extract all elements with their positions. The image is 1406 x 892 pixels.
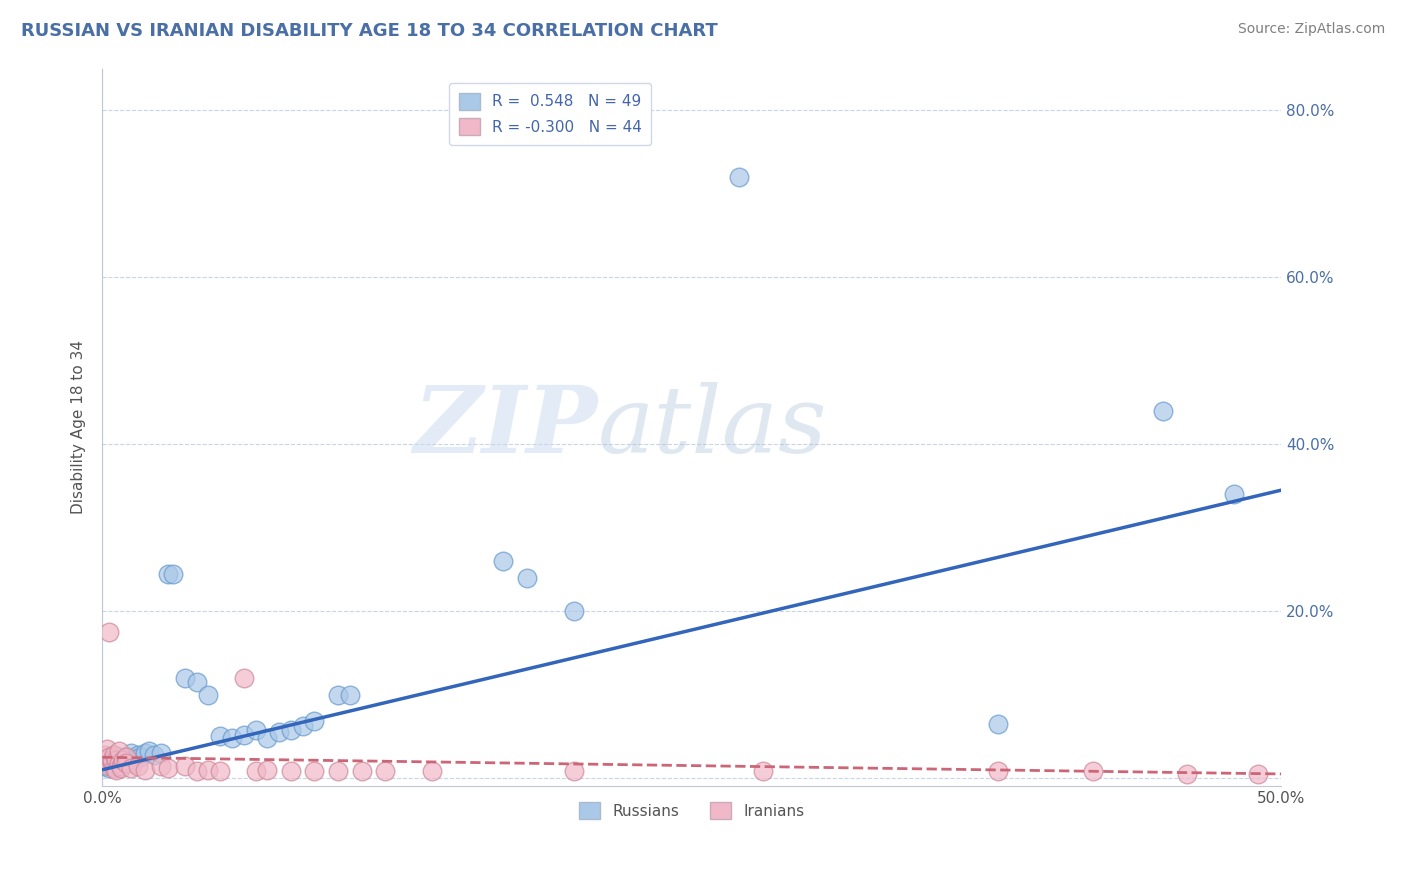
Point (562, 604, 585, 618)
Point (173, 671, 195, 685)
Legend: Russians, Iranians: Russians, Iranians (572, 796, 811, 825)
Point (245, 723, 267, 737)
Point (96, 755, 118, 769)
Point (96, 756, 118, 770)
Point (110, 758, 132, 772)
Point (267, 725, 290, 739)
Point (987, 764, 1010, 779)
Point (96, 753, 118, 767)
Point (93, 755, 115, 769)
Point (1081, 764, 1104, 779)
Point (134, 746, 156, 760)
Point (1223, 487, 1246, 501)
Point (339, 688, 361, 702)
Point (100, 756, 122, 770)
Point (120, 761, 142, 775)
Point (326, 764, 349, 779)
Point (280, 764, 302, 779)
Text: atlas: atlas (598, 383, 827, 473)
Point (103, 753, 125, 767)
Point (516, 571, 538, 585)
Point (422, 764, 444, 779)
Point (173, 758, 195, 772)
Point (291, 719, 314, 733)
Point (127, 747, 149, 762)
Point (197, 688, 219, 702)
Point (110, 756, 132, 770)
Point (117, 750, 139, 764)
Point (105, 758, 128, 772)
Point (122, 756, 145, 770)
Point (103, 761, 125, 775)
Point (98, 758, 121, 772)
Point (138, 744, 160, 758)
Point (103, 747, 125, 762)
Point (350, 764, 373, 779)
Point (112, 753, 135, 767)
Point (492, 554, 515, 568)
Point (987, 717, 1010, 731)
Point (93, 758, 115, 772)
Point (186, 764, 208, 779)
Point (221, 731, 243, 745)
Point (96, 742, 118, 756)
Point (150, 746, 173, 760)
Point (157, 761, 180, 775)
Point (143, 747, 166, 762)
Point (209, 764, 232, 779)
Point (112, 753, 135, 767)
Point (114, 755, 136, 769)
Point (124, 753, 146, 767)
Point (114, 750, 136, 764)
Point (98, 750, 121, 764)
Point (256, 763, 278, 777)
Point (256, 731, 278, 745)
Point (98, 761, 121, 775)
Point (728, 169, 751, 184)
Point (1153, 404, 1175, 418)
Point (105, 755, 128, 769)
Point (304, 764, 326, 779)
Point (129, 750, 152, 764)
Point (107, 744, 129, 758)
Point (232, 728, 254, 742)
Point (280, 723, 302, 737)
Point (105, 763, 128, 777)
Point (245, 764, 267, 779)
Point (93, 747, 115, 762)
Point (326, 688, 349, 702)
Point (107, 750, 129, 764)
Point (100, 753, 122, 767)
Point (162, 566, 184, 581)
Point (98, 625, 121, 640)
Text: ZIP: ZIP (413, 383, 598, 473)
Point (751, 764, 773, 779)
Point (197, 763, 219, 777)
Text: Source: ZipAtlas.com: Source: ZipAtlas.com (1237, 22, 1385, 37)
Point (98, 750, 121, 764)
Point (562, 764, 585, 779)
Y-axis label: Disability Age 18 to 34: Disability Age 18 to 34 (72, 341, 86, 515)
Point (134, 763, 156, 777)
Point (127, 758, 149, 772)
Point (120, 746, 142, 760)
Text: RUSSIAN VS IRANIAN DISABILITY AGE 18 TO 34 CORRELATION CHART: RUSSIAN VS IRANIAN DISABILITY AGE 18 TO … (21, 22, 718, 40)
Point (105, 753, 128, 767)
Point (1175, 767, 1198, 781)
Point (1247, 767, 1270, 781)
Point (209, 730, 232, 744)
Point (186, 675, 208, 690)
Point (157, 566, 180, 581)
Point (93, 753, 115, 767)
Point (150, 758, 173, 772)
Point (107, 756, 129, 770)
Point (103, 747, 125, 762)
Point (110, 761, 132, 775)
Point (100, 756, 122, 770)
Point (232, 671, 254, 685)
Point (114, 756, 136, 770)
Point (304, 714, 326, 729)
Point (374, 764, 396, 779)
Point (100, 755, 122, 769)
